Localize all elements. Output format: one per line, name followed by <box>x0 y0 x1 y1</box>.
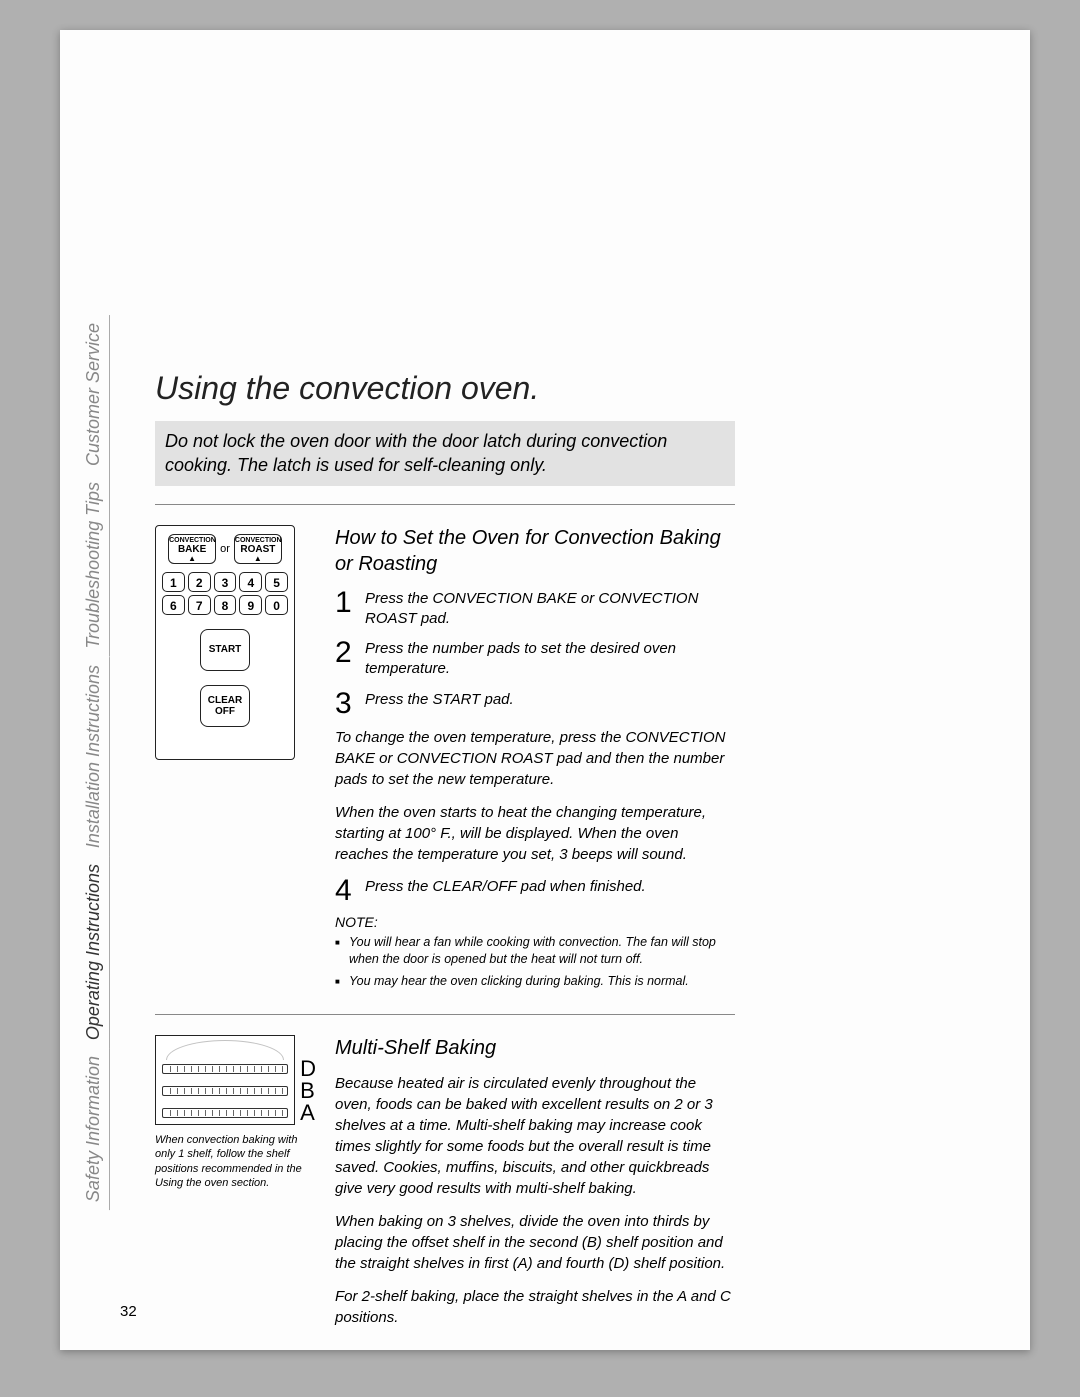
para: Because heated air is circulated evenly … <box>335 1073 735 1199</box>
key-7: 7 <box>188 595 211 615</box>
warning-box: Do not lock the oven door with the door … <box>155 421 735 486</box>
section1-heading: How to Set the Oven for Convection Bakin… <box>335 525 735 577</box>
key-6: 6 <box>162 595 185 615</box>
step-text: Press the CONVECTION BAKE or CONVECTION … <box>365 589 735 630</box>
key-0: 0 <box>265 595 288 615</box>
section2-heading: Multi-Shelf Baking <box>335 1035 735 1061</box>
convection-roast-pad: CONVECTION ROAST ▲ <box>234 534 282 564</box>
page-content: Using the convection oven. Do not lock t… <box>155 370 735 1360</box>
shelf-labels: D B A <box>300 1058 316 1124</box>
tab-troubleshooting: Troubleshooting Tips <box>80 474 110 657</box>
or-label: or <box>220 543 230 555</box>
key-8: 8 <box>214 595 237 615</box>
note-item: You will hear a fan while cooking with c… <box>335 934 735 969</box>
start-pad: START <box>200 629 250 671</box>
clear-off-pad: CLEAR OFF <box>200 685 250 727</box>
para: When the oven starts to heat the changin… <box>335 802 735 865</box>
number-keypad: 1 2 3 4 5 6 7 8 9 0 <box>162 572 288 615</box>
manual-page: Safety Information Operating Instruction… <box>60 30 1030 1350</box>
oven-diagram: D B A <box>155 1035 295 1125</box>
step-num: 1 <box>335 589 357 630</box>
step-num: 2 <box>335 639 357 680</box>
key-2: 2 <box>188 572 211 592</box>
para: For 2-shelf baking, place the straight s… <box>335 1286 735 1328</box>
section-set-oven: CONVECTION BAKE ▲ or CONVECTION ROAST ▲ … <box>155 525 735 995</box>
key-1: 1 <box>162 572 185 592</box>
page-title: Using the convection oven. <box>155 370 735 407</box>
page-number: 32 <box>120 1303 137 1320</box>
step-text: Press the number pads to set the desired… <box>365 639 735 680</box>
note-label: NOTE: <box>335 914 735 930</box>
key-9: 9 <box>239 595 262 615</box>
key-4: 4 <box>239 572 262 592</box>
convection-bake-pad: CONVECTION BAKE ▲ <box>168 534 216 564</box>
control-panel-diagram: CONVECTION BAKE ▲ or CONVECTION ROAST ▲ … <box>155 525 295 760</box>
divider <box>155 1014 735 1015</box>
tab-safety: Safety Information <box>80 1048 110 1210</box>
section-tabs: Safety Information Operating Instruction… <box>80 340 110 1210</box>
divider <box>155 504 735 505</box>
tab-customer: Customer Service <box>80 315 110 474</box>
step-num: 3 <box>335 690 357 717</box>
tab-operating: Operating Instructions <box>80 856 110 1048</box>
para: To change the oven temperature, press th… <box>335 727 735 790</box>
key-3: 3 <box>214 572 237 592</box>
para: When baking on 3 shelves, divide the ove… <box>335 1211 735 1274</box>
section-multi-shelf: D B A When convection baking with only 1… <box>155 1035 735 1340</box>
step-text: Press the CLEAR/OFF pad when finished. <box>365 877 646 904</box>
step-num: 4 <box>335 877 357 904</box>
tab-installation: Installation Instructions <box>80 657 110 856</box>
key-5: 5 <box>265 572 288 592</box>
step-text: Press the START pad. <box>365 690 514 717</box>
diagram-caption: When convection baking with only 1 shelf… <box>155 1133 305 1190</box>
note-item: You may hear the oven clicking during ba… <box>335 973 735 991</box>
